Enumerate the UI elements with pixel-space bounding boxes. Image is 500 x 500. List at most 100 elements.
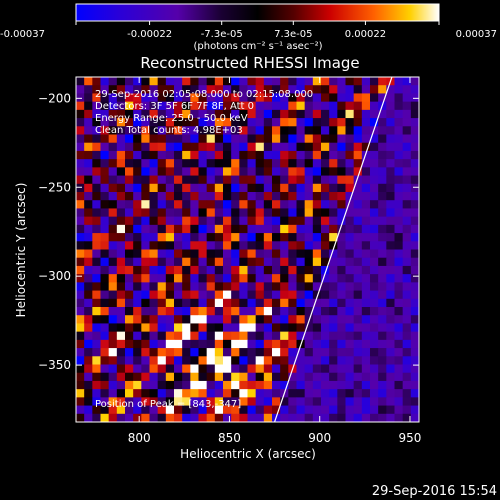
heatmap-cell [386,101,395,111]
heatmap-cell [296,364,306,374]
heatmap-cell [304,241,314,250]
heatmap-cell [370,101,379,111]
heatmap-cell [263,372,273,382]
heatmap-cell [84,290,93,300]
heatmap-cell [206,175,216,185]
heatmap-cell [296,208,306,218]
heatmap-cell [247,142,257,152]
heatmap-cell [125,134,134,144]
heatmap-cell [190,183,199,193]
heatmap-cell [174,101,183,111]
heatmap-cell [247,101,257,111]
heatmap-cell [296,274,306,283]
heatmap-cell [165,85,175,94]
heatmap-cell [190,364,199,374]
heatmap-cell [329,356,338,365]
heatmap-cell [410,282,419,291]
heatmap-cell [280,282,289,291]
heatmap-cell [247,339,257,349]
heatmap-cell [206,331,216,341]
heatmap-cell [165,208,175,218]
heatmap-cell [321,389,330,398]
heatmap-cell [288,192,297,201]
heatmap-cell [116,298,126,308]
heatmap-cell [182,380,191,390]
heatmap-cell [361,208,371,218]
heatmap-cell [288,339,297,349]
heatmap-cell [353,224,363,234]
heatmap-cell [386,323,395,333]
heatmap-cell [263,200,273,209]
heatmap-cell [76,405,85,415]
heatmap-cell [386,241,395,250]
heatmap-cell [337,77,346,86]
heatmap-cell [312,159,322,168]
heatmap-cell [337,249,346,259]
heatmap-cell [280,134,289,144]
heatmap-cell [239,331,248,341]
heatmap-cell [100,290,110,300]
heatmap-cell [296,93,306,103]
heatmap-cell [255,233,265,242]
heatmap-cell [157,339,167,349]
annotation-line: Detectors: 3F 5F 6F 7F 8F, Att 0 [95,101,254,112]
heatmap-cell [247,413,257,422]
heatmap-cell [206,167,216,176]
heatmap-cell [394,315,404,324]
heatmap-cell [353,356,363,365]
heatmap-cell [337,224,346,234]
heatmap-cell [370,85,379,94]
heatmap-cell [296,233,306,242]
heatmap-cell [304,208,314,218]
heatmap-cell [174,282,183,291]
heatmap-cell [84,216,93,226]
heatmap-cell [296,389,306,398]
heatmap-cell [378,192,387,201]
heatmap-cell [312,101,322,111]
heatmap-cell [378,142,387,152]
heatmap-cell [92,93,101,103]
heatmap-cell [190,257,199,267]
peak-position-label: Position of Peak = [843,-347] [95,399,241,410]
heatmap-cell [353,167,363,176]
heatmap-cell [386,233,395,242]
heatmap-cell [149,364,159,374]
heatmap-cell [263,356,273,365]
heatmap-cell [190,348,199,357]
heatmap-cell [100,109,110,119]
heatmap-cell [394,224,404,234]
annotation-line: 29-Sep-2016 02:05:08.000 to 02:15:08.000 [95,89,313,100]
heatmap-cell [321,380,330,390]
heatmap-cell [100,372,110,382]
heatmap-cell [231,126,240,135]
heatmap-cell [370,118,379,127]
heatmap-cell [337,200,346,209]
heatmap-cell [337,85,346,94]
heatmap-cell [190,167,199,176]
heatmap-cell [149,315,159,324]
heatmap-cell [329,175,338,185]
heatmap-cell [190,356,199,365]
heatmap-cell [386,413,395,422]
heatmap-cell [133,200,142,209]
heatmap-cell [108,315,118,324]
footer-timestamp: 29-Sep-2016 15:54 [372,484,497,499]
heatmap-cell [378,331,387,341]
heatmap-cell [141,290,150,300]
heatmap-cell [149,159,159,168]
heatmap-cell [125,224,134,234]
heatmap-cell [337,380,346,390]
heatmap-cell [370,77,379,86]
heatmap-cell [165,315,175,324]
heatmap-cell [125,348,134,357]
heatmap-cell [402,364,412,374]
heatmap-cell [370,274,379,283]
heatmap-cell [76,118,85,127]
heatmap-cell [149,372,159,382]
heatmap-cell [198,257,208,267]
heatmap-cell [133,397,142,406]
heatmap-cell [239,274,248,283]
heatmap-cell [410,93,419,103]
heatmap-cell [92,85,101,94]
heatmap-cell [263,85,273,94]
